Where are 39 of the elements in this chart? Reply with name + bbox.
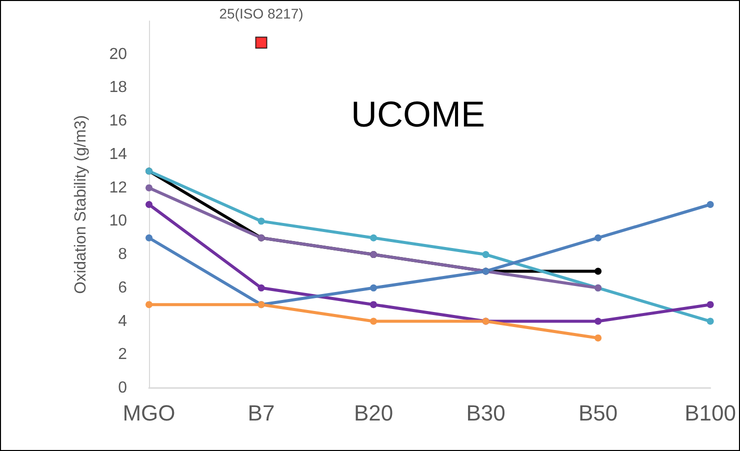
x-tick-label: B100: [684, 400, 736, 426]
point: [258, 284, 265, 292]
point: [370, 318, 378, 325]
y-tick-label: 16: [109, 112, 128, 130]
point: [370, 284, 378, 292]
y-tick-label: 8: [118, 246, 128, 264]
y-tick-label: 10: [109, 212, 128, 230]
point: [706, 201, 714, 208]
point: [255, 36, 268, 49]
point: [146, 201, 152, 208]
point: [594, 318, 602, 325]
x-tick-label: B7: [248, 400, 275, 426]
point: [146, 184, 152, 192]
y-tick-label: 6: [118, 279, 128, 296]
point: [594, 234, 602, 242]
point: [706, 301, 714, 308]
y-tick-label: 14: [109, 146, 128, 163]
point: [594, 268, 602, 275]
point: [706, 318, 714, 325]
y-tick-label: 18: [109, 79, 128, 96]
x-tick-label: MGO: [122, 400, 176, 426]
annotation: 25(ISO 8217): [219, 6, 304, 22]
x-tick-label: B30: [466, 400, 506, 426]
y-axis-title: Oxidation Stability (g/m3): [72, 115, 90, 294]
x-tick-label: B20: [354, 400, 394, 426]
point: [146, 301, 152, 308]
y-tick-label: 2: [118, 346, 128, 364]
point: [594, 334, 602, 342]
x-tick-label: B50: [578, 400, 618, 426]
y-tick-label: 4: [118, 312, 128, 330]
point: [146, 234, 152, 242]
point: [258, 218, 265, 225]
point: [370, 301, 378, 308]
y-tick-label: 12: [109, 179, 128, 196]
point: [482, 251, 490, 258]
y-tick-label: 20: [109, 46, 128, 63]
y-tick-label: 0: [118, 380, 128, 396]
text: UCOME: [351, 94, 485, 134]
point: [370, 234, 378, 242]
